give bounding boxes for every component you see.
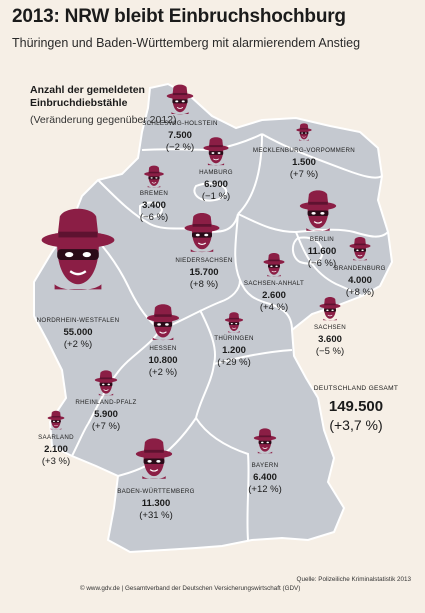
state-value: 11.300	[141, 498, 171, 509]
state-label-hessen: HESSEN 10.800 (+2 %)	[128, 343, 198, 379]
burglar-icon-thueringen	[224, 312, 244, 333]
state-change: (−6 %)	[307, 258, 337, 269]
state-change: (+7 %)	[289, 169, 319, 180]
burglar-icon-hamburg	[203, 137, 229, 166]
total-change: (+3,7 %)	[329, 417, 383, 433]
state-label-hamburg: HAMBURG 6.900 (−1 %)	[181, 167, 251, 203]
burglar-icon-nordrhein-westfalen	[41, 208, 115, 291]
state-label-mecklenburg-vorpommern: MECKLENBURG-VORPOMMERN 1.500 (+7 %)	[244, 145, 364, 181]
legend-title: Anzahl der gemeldeten Einbruchdiebstähle	[30, 84, 145, 109]
source-note: Quelle: Polizeiliche Kriminalstatistik 2…	[296, 576, 411, 583]
state-name: HESSEN	[149, 345, 177, 352]
state-value: 2.600	[262, 290, 286, 301]
state-change: (+8 %)	[189, 279, 219, 290]
state-name: NORDRHEIN-WESTFALEN	[36, 317, 120, 324]
burglar-icon-niedersachsen	[184, 213, 220, 253]
state-value: 15.700	[189, 267, 219, 278]
burglar-icon-sachsen-anhalt	[263, 253, 285, 277]
burglar-icon-bayern	[253, 428, 277, 454]
state-value: 11.600	[307, 246, 337, 257]
state-name: SAARLAND	[38, 434, 74, 441]
page-subtitle: Thüringen und Baden-Württemberg mit alar…	[12, 36, 361, 50]
state-label-niedersachsen: NIEDERSACHSEN 15.700 (+8 %)	[164, 255, 244, 291]
state-label-saarland: SAARLAND 2.100 (+3 %)	[26, 432, 86, 468]
state-value: 1.500	[292, 157, 316, 168]
state-label-sachsen: SACHSEN 3.600 (−5 %)	[295, 322, 365, 358]
total-label: DEUTSCHLAND GESAMT	[313, 385, 399, 392]
state-value: 5.900	[94, 409, 118, 420]
state-value: 55.000	[63, 327, 93, 338]
state-label-nordrhein-westfalen: NORDRHEIN-WESTFALEN 55.000 (+2 %)	[28, 315, 128, 351]
state-change: (−1 %)	[201, 191, 231, 202]
state-value: 6.400	[253, 472, 277, 483]
state-change: (+8 %)	[345, 287, 375, 298]
state-name: BAYERN	[251, 462, 279, 469]
state-name: THÜRINGEN	[214, 335, 254, 342]
burglar-icon-brandenburg	[349, 237, 371, 261]
state-label-rheinland-pfalz: RHEINLAND-PFALZ 5.900 (+7 %)	[61, 397, 151, 433]
legend-note: (Veränderung gegenüber 2012)	[30, 114, 177, 126]
state-label-schleswig-holstein: SCHLESWIG-HOLSTEIN 7.500 (−2 %)	[135, 118, 225, 154]
state-change: (−2 %)	[165, 142, 195, 153]
state-value: 3.600	[318, 334, 342, 345]
copyright-note: © www.gdv.de | Gesamtverband der Deutsch…	[80, 585, 301, 592]
state-change: (+29 %)	[217, 357, 251, 368]
total-block: DEUTSCHLAND GESAMT 149.500 (+3,7 %)	[300, 385, 412, 433]
germany-outline	[33, 82, 394, 554]
burglar-icon-bremen	[144, 165, 164, 188]
state-name: HAMBURG	[199, 169, 233, 176]
state-change: (+3 %)	[41, 456, 71, 467]
state-change: (−6 %)	[139, 212, 169, 223]
burglar-icon-schleswig-holstein	[166, 84, 194, 115]
state-name: BREMEN	[139, 190, 169, 197]
state-change: (+2 %)	[148, 367, 178, 378]
state-name: BRANDENBURG	[334, 265, 386, 272]
state-change: (+4 %)	[259, 302, 289, 313]
state-label-berlin: BERLIN 11.600 (−6 %)	[287, 234, 357, 270]
state-change: (+2 %)	[63, 339, 93, 350]
burglar-icon-saarland	[47, 410, 65, 430]
state-label-thueringen: THÜRINGEN 1.200 (+29 %)	[199, 333, 269, 369]
state-name: BADEN-WÜRTTEMBERG	[117, 488, 195, 495]
state-label-brandenburg: BRANDENBURG 4.000 (+8 %)	[320, 263, 400, 299]
state-name: MECKLENBURG-VORPOMMERN	[252, 147, 356, 154]
state-name: SACHSEN	[313, 324, 346, 331]
state-name: BERLIN	[309, 236, 335, 243]
burglar-icon-berlin	[299, 190, 337, 232]
burglar-icon-rheinland-pfalz	[94, 370, 118, 396]
state-label-bremen: BREMEN 3.400 (−6 %)	[124, 188, 184, 224]
total-value: 149.500	[328, 398, 384, 415]
state-name: SCHLESWIG-HOLSTEIN	[142, 120, 218, 127]
burglar-icon-sachsen	[319, 297, 341, 321]
state-change: (−5 %)	[315, 346, 345, 357]
page-title: 2013: NRW bleibt Einbruchshochburg	[12, 6, 346, 27]
state-value: 6.900	[204, 179, 228, 190]
state-name: NIEDERSACHSEN	[175, 257, 233, 264]
state-value: 1.200	[222, 345, 246, 356]
state-change: (+31 %)	[139, 510, 173, 521]
state-value: 3.400	[142, 200, 166, 211]
state-change: (+7 %)	[91, 421, 121, 432]
burglar-icon-mecklenburg-vorpommern	[296, 123, 312, 141]
state-name: SACHSEN-ANHALT	[243, 280, 305, 287]
state-change: (+12 %)	[248, 484, 282, 495]
state-name: RHEINLAND-PFALZ	[75, 399, 137, 406]
state-value: 4.000	[348, 275, 372, 286]
state-value: 7.500	[168, 130, 192, 141]
state-label-baden-wuerttemberg: BADEN-WÜRTTEMBERG 11.300 (+31 %)	[106, 486, 206, 522]
state-value: 2.100	[44, 444, 68, 455]
state-label-bayern: BAYERN 6.400 (+12 %)	[230, 460, 300, 496]
state-label-sachsen-anhalt: SACHSEN-ANHALT 2.600 (+4 %)	[234, 278, 314, 314]
burglar-icon-baden-wuerttemberg	[135, 438, 173, 480]
state-value: 10.800	[148, 355, 178, 366]
burglar-icon-hessen	[146, 304, 180, 341]
